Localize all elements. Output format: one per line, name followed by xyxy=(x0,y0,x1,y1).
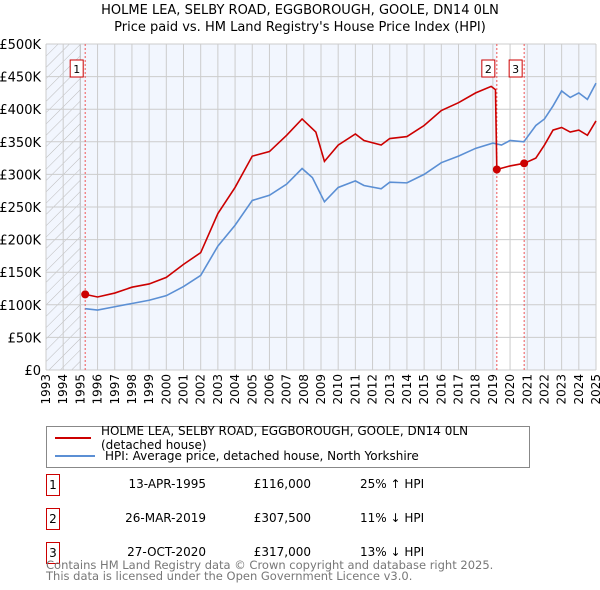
x-tick-label: 2006 xyxy=(262,374,276,405)
sale-marker-label: 2 xyxy=(485,63,492,76)
x-tick-label: 2014 xyxy=(400,374,414,405)
x-tick-label: 2007 xyxy=(280,374,294,405)
sale-point xyxy=(81,290,90,299)
y-tick-label: £350K xyxy=(0,136,41,151)
y-tick-label: £150K xyxy=(0,266,41,281)
x-tick-label: 2013 xyxy=(383,374,397,405)
x-tick-label: 2000 xyxy=(159,374,173,405)
footer-licence: This data is licensed under the Open Gov… xyxy=(46,569,413,583)
sale-point xyxy=(520,159,529,168)
x-tick-label: 2020 xyxy=(503,374,517,405)
x-tick-label: 2012 xyxy=(366,374,380,405)
footer-copyright: Contains HM Land Registry data © Crown c… xyxy=(46,558,494,572)
sale-date: 13-APR-1995 xyxy=(128,477,206,491)
hpi-line xyxy=(85,82,597,311)
y-tick-label: £500K xyxy=(0,38,41,53)
chart-title: HOLME LEA, SELBY ROAD, EGGBOROUGH, GOOLE… xyxy=(101,3,499,18)
legend-label-hpi: HPI: Average price, detached house, Nort… xyxy=(105,449,419,463)
sale-point xyxy=(492,165,501,174)
y-tick-label: £100K xyxy=(0,299,41,314)
x-tick-label: 2008 xyxy=(297,374,311,405)
sale-number: 3 xyxy=(46,542,60,564)
x-tick-label: 2025 xyxy=(589,374,600,405)
sale-hpi-diff: 11% ↓ HPI xyxy=(360,511,425,525)
sale-row: 1 13-APR-1995 £116,000 25% ↑ HPI xyxy=(46,474,586,498)
sale-date: 27-OCT-2020 xyxy=(127,545,206,559)
x-tick-label: 2024 xyxy=(572,374,586,405)
x-tick-label: 2010 xyxy=(331,374,345,405)
y-tick-label: £200K xyxy=(0,234,41,249)
x-tick-label: 2017 xyxy=(452,374,466,405)
sale-marker-box xyxy=(481,59,496,78)
x-tick-label: 1997 xyxy=(108,374,122,405)
chart-subtitle: Price paid vs. HM Land Registry's House … xyxy=(114,20,486,35)
x-tick-label: 2003 xyxy=(211,374,225,405)
sale-price: £116,000 xyxy=(253,477,311,491)
x-tick-label: 2005 xyxy=(245,374,259,405)
x-tick-label: 2018 xyxy=(469,374,483,405)
x-tick-label: 2022 xyxy=(537,374,551,405)
x-tick-label: 2019 xyxy=(486,374,500,405)
x-tick-label: 2016 xyxy=(434,374,448,405)
x-tick-label: 1995 xyxy=(73,374,87,405)
y-tick-label: £50K xyxy=(8,331,42,346)
sale-number: 2 xyxy=(46,508,60,530)
x-tick-label: 2011 xyxy=(348,374,362,405)
y-tick-label: £400K xyxy=(0,103,41,118)
legend-label-property: HOLME LEA, SELBY ROAD, EGGBOROUGH, GOOLE… xyxy=(100,424,469,452)
sale-row: 3 27-OCT-2020 £317,000 13% ↓ HPI xyxy=(46,542,586,566)
y-tick-label: £450K xyxy=(0,71,41,86)
x-tick-label: 2001 xyxy=(177,374,191,405)
price-chart: 1993 1994 1995 1996 1997 1998 1999 2000 2001 2002… xyxy=(0,38,600,405)
price-paid-line xyxy=(85,85,597,298)
sale-hpi-diff: 25% ↑ HPI xyxy=(360,477,425,491)
y-tick-label: £250K xyxy=(0,201,41,216)
y-tick-label: £0 xyxy=(24,364,41,379)
y-tick-label: £300K xyxy=(0,168,41,183)
sale-row: 2 26-MAR-2019 £307,500 11% ↓ HPI xyxy=(46,508,586,532)
x-tick-label: 2004 xyxy=(228,374,242,405)
x-tick-label: 2023 xyxy=(555,374,569,405)
x-tick-label: 2002 xyxy=(194,374,208,405)
legend-swatch-property xyxy=(55,437,91,439)
x-tick-label: 2015 xyxy=(417,374,431,405)
sale-marker-label: 1 xyxy=(73,63,80,76)
x-tick-label: 1993 xyxy=(39,374,53,405)
sale-price: £317,000 xyxy=(253,545,311,559)
x-tick-label: 2021 xyxy=(520,374,534,405)
sale-marker-label: 3 xyxy=(512,63,519,76)
x-tick-label: 1999 xyxy=(142,374,156,405)
sale-marker-box xyxy=(69,59,84,78)
sale-date: 26-MAR-2019 xyxy=(125,511,206,525)
x-tick-label: 1994 xyxy=(56,374,70,405)
x-tick-label: 1996 xyxy=(91,374,105,405)
legend: HOLME LEA, SELBY ROAD, EGGBOROUGH, GOOLE… xyxy=(46,424,530,468)
legend-swatch-hpi xyxy=(55,455,95,457)
sale-hpi-diff: 13% ↓ HPI xyxy=(360,545,425,559)
x-tick-label: 2009 xyxy=(314,374,328,405)
x-tick-label: 1998 xyxy=(125,374,139,405)
sale-price: £307,500 xyxy=(253,511,311,525)
sale-number: 1 xyxy=(46,474,60,496)
sale-marker-box xyxy=(508,59,523,78)
